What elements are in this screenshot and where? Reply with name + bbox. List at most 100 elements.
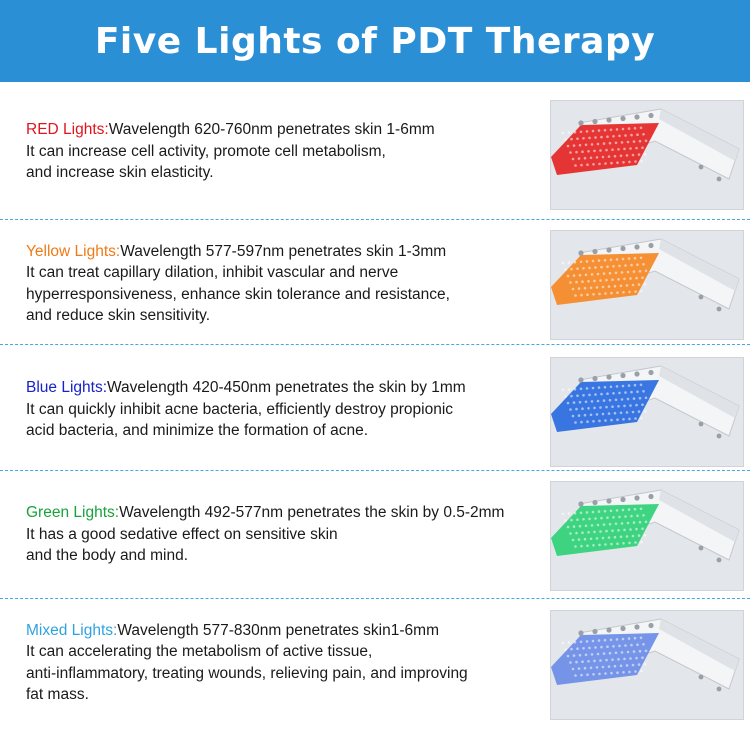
device-knob	[648, 112, 654, 119]
description-line-3: acid bacteria, and minimize the formatio…	[26, 422, 369, 440]
led-grid	[561, 383, 648, 424]
led-grid	[561, 256, 648, 297]
device-knob	[716, 176, 722, 182]
device-knob	[716, 433, 722, 439]
device-knob	[634, 371, 640, 377]
device-knob	[716, 306, 722, 312]
light-row-mixed: Mixed Lights:Wavelength 577-830nm penetr…	[0, 601, 750, 724]
wavelength-text: Wavelength 577-830nm penetrates skin1-6m…	[117, 621, 439, 639]
device-arm-edge	[659, 239, 739, 291]
description-line-2: It can increase cell activity, promote c…	[26, 142, 386, 160]
description-line-1: Yellow Lights:Wavelength 577-597nm penet…	[26, 241, 556, 263]
light-description: RED Lights:Wavelength 620-760nm penetrat…	[26, 90, 556, 213]
device-arm-edge	[659, 366, 739, 418]
device-knob	[592, 118, 598, 125]
device-knob	[578, 377, 584, 383]
description-line-4: and reduce skin sensitivity.	[26, 307, 211, 324]
description-line-2: It can quickly inhibit acne bacteria, ef…	[26, 400, 454, 418]
row-divider	[0, 470, 750, 471]
device-knob	[634, 244, 640, 250]
pdt-device-image-green	[550, 481, 744, 591]
device-knob	[648, 242, 654, 249]
description-line-3: anti-inflammatory, treating wounds, reli…	[26, 664, 468, 682]
led-grid	[561, 507, 648, 548]
device-knob	[648, 369, 654, 376]
device-knob	[578, 630, 584, 636]
light-name: Mixed Lights:	[26, 621, 118, 639]
wavelength-text: Wavelength 620-760nm penetrates skin 1-6…	[108, 121, 435, 139]
light-name: Yellow Lights:	[26, 242, 121, 260]
device-knob	[716, 686, 722, 692]
device-knob	[698, 164, 704, 170]
device-knob	[606, 117, 612, 123]
description-line-1: Blue Lights:Wavelength 420-450nm penetra…	[26, 377, 556, 399]
device-knob	[620, 496, 626, 503]
device-knob	[578, 501, 584, 507]
device-knob	[648, 622, 654, 629]
device-knob	[634, 495, 640, 501]
device-knob	[606, 374, 612, 380]
description-line-3: and the body and mind.	[26, 547, 189, 565]
device-knob	[698, 421, 704, 427]
device-knob	[592, 375, 598, 382]
description-line-1: Green Lights:Wavelength 492-577nm penetr…	[26, 502, 556, 524]
device-knob	[620, 372, 626, 379]
light-name: Green Lights:	[26, 504, 120, 522]
page-title: Five Lights of PDT Therapy	[94, 20, 656, 62]
device-arm-edge	[659, 490, 739, 542]
device-knob	[698, 674, 704, 680]
device-knob	[620, 115, 626, 122]
pdt-device-image-red	[550, 100, 744, 210]
device-illustration	[551, 108, 740, 182]
device-knob	[578, 250, 584, 256]
description-line-2: It can accelerating the metabolism of ac…	[26, 643, 373, 660]
description-line-4: fat mass.	[26, 686, 89, 703]
description-line-3: and increase skin elasticity.	[26, 164, 214, 182]
light-name: Blue Lights:	[26, 379, 107, 397]
row-divider	[0, 598, 750, 599]
device-illustration	[551, 238, 740, 312]
light-name: RED Lights:	[26, 121, 109, 139]
description-line-2: It has a good sedative effect on sensiti…	[26, 525, 338, 543]
device-knob	[648, 493, 654, 500]
light-description: Mixed Lights:Wavelength 577-830nm penetr…	[26, 601, 556, 724]
device-knob	[606, 498, 612, 504]
device-arm-edge	[659, 619, 739, 671]
device-knob	[592, 628, 598, 635]
led-grid	[561, 126, 648, 167]
device-knob	[578, 120, 584, 126]
device-knob	[592, 499, 598, 506]
pdt-device-image-blue	[550, 357, 744, 467]
pdt-device-image-mixed	[550, 610, 744, 720]
light-row-blue: Blue Lights:Wavelength 420-450nm penetra…	[0, 348, 750, 471]
light-row-red: RED Lights:Wavelength 620-760nm penetrat…	[0, 90, 750, 213]
device-knob	[606, 247, 612, 253]
device-illustration	[551, 365, 740, 439]
device-knob	[592, 248, 598, 255]
light-row-green: Green Lights:Wavelength 492-577nm penetr…	[0, 473, 750, 596]
device-illustration	[551, 489, 740, 563]
light-description: Blue Lights:Wavelength 420-450nm penetra…	[26, 348, 556, 471]
wavelength-text: Wavelength 492-577nm penetrates the skin…	[119, 504, 505, 522]
device-knob	[698, 545, 704, 551]
device-arm-edge	[659, 109, 739, 161]
wavelength-text: Wavelength 420-450nm penetrates the skin…	[107, 379, 466, 397]
device-knob	[716, 557, 722, 563]
description-line-1: Mixed Lights:Wavelength 577-830nm penetr…	[26, 620, 556, 642]
device-knob	[698, 294, 704, 300]
led-grid	[561, 636, 648, 677]
description-line-1: RED Lights:Wavelength 620-760nm penetrat…	[26, 119, 556, 141]
device-illustration	[551, 618, 740, 692]
light-description: Yellow Lights:Wavelength 577-597nm penet…	[26, 222, 556, 345]
wavelength-text: Wavelength 577-597nm penetrates skin 1-3…	[120, 242, 447, 260]
device-knob	[634, 624, 640, 630]
row-divider	[0, 344, 750, 345]
device-knob	[620, 245, 626, 252]
device-knob	[606, 627, 612, 633]
row-divider	[0, 219, 750, 220]
device-knob	[620, 625, 626, 632]
description-line-3: hyperresponsiveness, enhance skin tolera…	[26, 285, 450, 303]
light-description: Green Lights:Wavelength 492-577nm penetr…	[26, 473, 556, 596]
device-knob	[634, 114, 640, 120]
description-line-2: It can treat capillary dilation, inhibit…	[26, 264, 399, 281]
